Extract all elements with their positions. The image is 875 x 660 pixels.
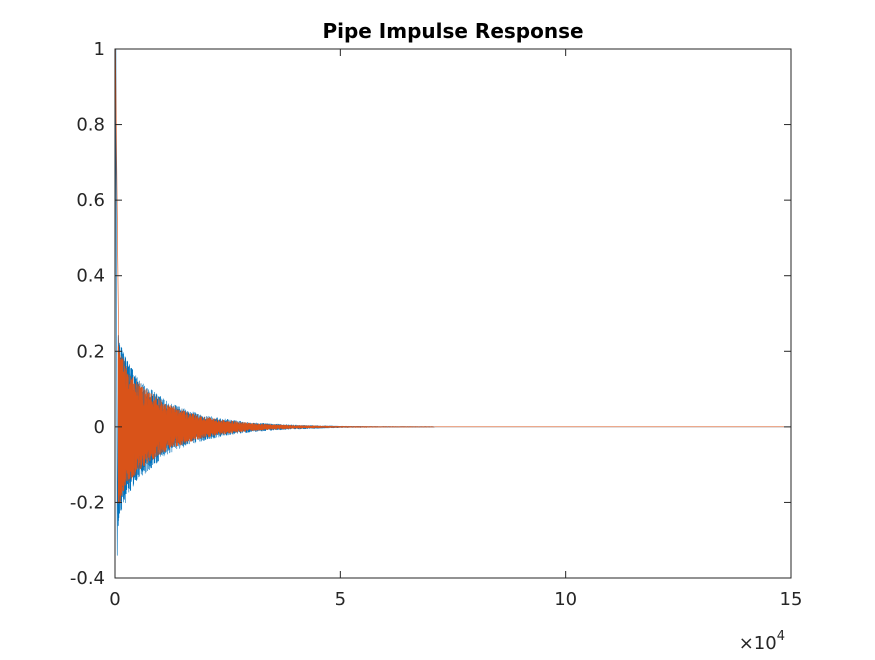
tick-layer: 0 5 10 15 -0.4 -0.2 0 0.2 0.4 0.6 0.8 1: [70, 39, 803, 610]
y-tick-label: 0.4: [76, 266, 105, 287]
axes-box: [114, 48, 792, 579]
plot-area: [115, 49, 791, 578]
x-tick-label: 10: [554, 589, 577, 610]
y-tick-label: 0.2: [76, 341, 105, 362]
y-tick-label: 0: [94, 417, 105, 438]
x-exponent-power: 4: [777, 629, 785, 644]
y-tick-label: -0.4: [70, 568, 105, 589]
y-tick-label: 0.8: [76, 115, 105, 136]
y-tick-label: 1: [94, 39, 105, 60]
x-tick-label: 5: [335, 589, 346, 610]
x-tick-label: 0: [109, 589, 120, 610]
y-tick-label: -0.2: [70, 492, 105, 513]
series-layer: [114, 48, 791, 556]
chart-title: Pipe Impulse Response: [322, 19, 583, 43]
y-tick-label: 0.6: [76, 190, 105, 211]
x-exponent-label: ×104: [739, 629, 785, 654]
series-line-2: [114, 48, 791, 504]
x-tick-label: 15: [780, 589, 803, 610]
x-exponent-base: ×10: [739, 633, 777, 654]
